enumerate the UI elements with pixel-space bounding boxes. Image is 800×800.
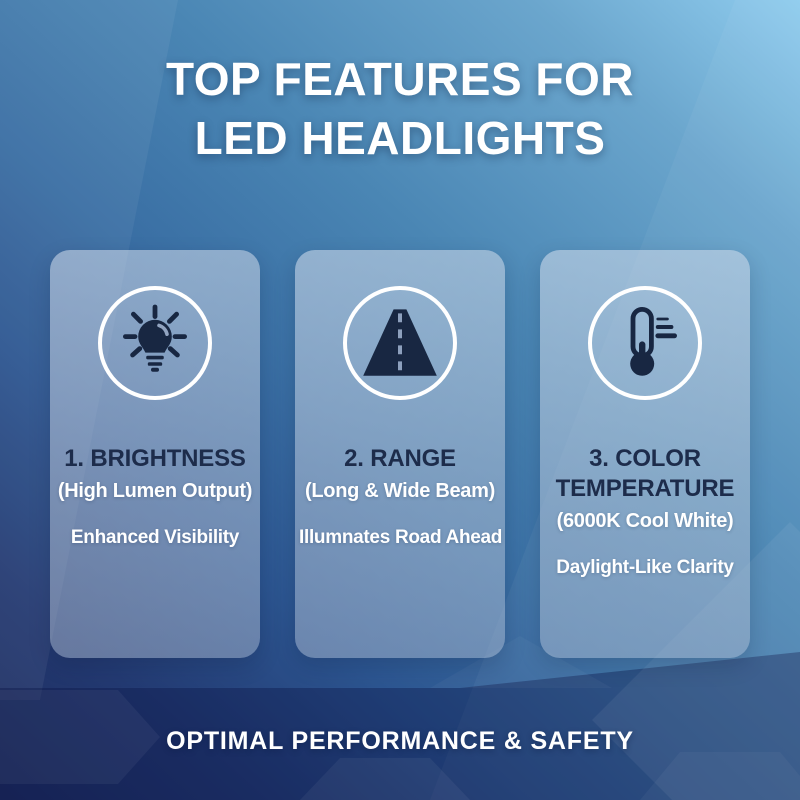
card-description: Enhanced Visibility: [70, 527, 240, 548]
feature-card-color-temperature: 3. COLOR TEMPERATURE (6000K Cool White) …: [540, 250, 750, 658]
card-description: Illumnates Road Ahead: [299, 527, 503, 548]
page-title-line1: TOP FEATURES FOR: [165, 53, 635, 105]
icon-ring: [588, 286, 702, 400]
card-heading: 2. RANGE: [344, 445, 456, 472]
card-description: Daylight-Like Clarity: [556, 557, 734, 578]
page-title-line2: LED HEADLIGHTS: [194, 111, 606, 164]
road-icon: [360, 303, 440, 383]
thermometer-icon: [605, 303, 685, 383]
footer-tagline: OPTIMAL PERFORMANCE & SAFETY: [166, 727, 634, 755]
page-title: TOP FEATURES FOR LED HEADLIGHTS: [0, 50, 800, 168]
lightbulb-icon: [115, 303, 195, 383]
card-subtitle: (Long & Wide Beam): [305, 480, 495, 502]
card-subtitle: (High Lumen Output): [57, 480, 253, 502]
feature-card-brightness: 1. BRIGHTNESS (High Lumen Output) Enhanc…: [50, 250, 260, 658]
card-heading: 3. COLOR TEMPERATURE: [555, 445, 735, 502]
card-subtitle: (6000K Cool White): [556, 510, 734, 532]
feature-card-range: 2. RANGE (Long & Wide Beam) Illumnates R…: [295, 250, 505, 658]
icon-ring: [98, 286, 212, 400]
icon-ring: [343, 286, 457, 400]
card-heading: 1. BRIGHTNESS: [64, 445, 246, 472]
feature-cards-row: 1. BRIGHTNESS (High Lumen Output) Enhanc…: [50, 250, 750, 658]
